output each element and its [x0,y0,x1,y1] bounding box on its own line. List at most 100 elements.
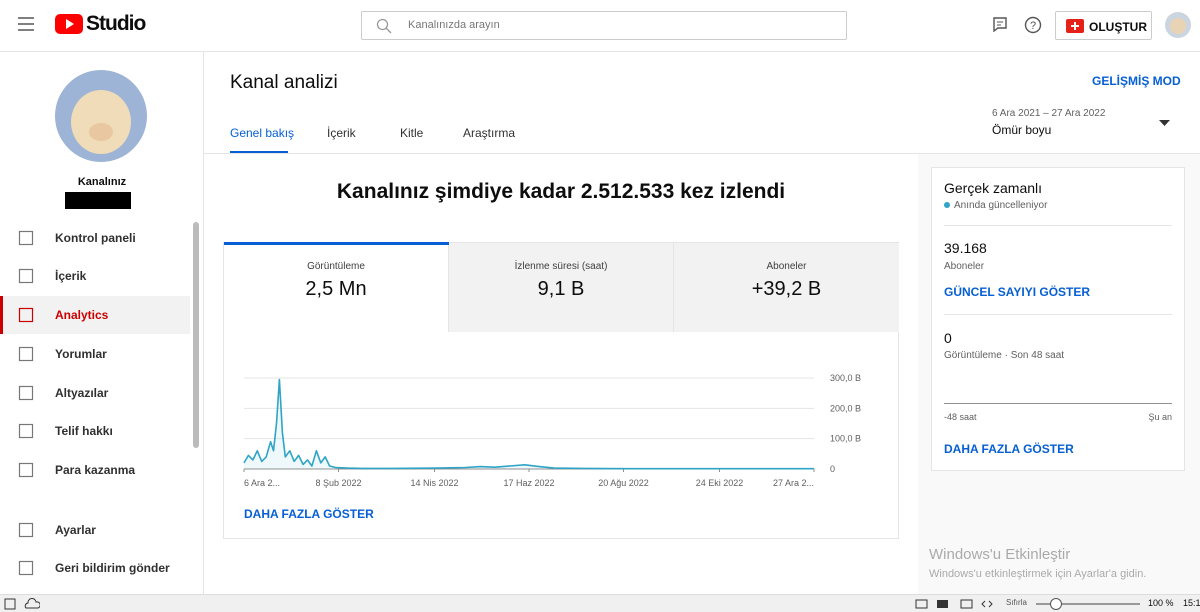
tab-indicator [230,151,288,154]
more-link[interactable]: DAHA FAZLA GÖSTER [244,507,374,521]
create-button[interactable]: OLUŞTUR [1055,11,1152,40]
nav-icon [18,268,34,284]
zoom-slider[interactable] [1036,603,1140,605]
x-tick-label: 14 Nis 2022 [410,478,458,488]
area [244,379,814,469]
metric-label: Aboneler [766,261,807,272]
x-tick-label: 27 Ara 2... [773,478,814,488]
axis-end: Şu an [1148,412,1172,422]
metric-value: 9,1 B [537,278,585,300]
live-count-link[interactable]: GÜNCEL SAYIYI GÖSTER [944,285,1091,299]
metric-tab[interactable]: Aboneler +39,2 B [674,243,899,332]
sidebar: Kanalınız Kontrol paneli İçerik Analytics Y… [0,52,204,594]
nav-label: Para kazanma [55,463,136,477]
realtime-title: Gerçek zamanlı [944,180,1043,196]
nav-label: Altyazılar [55,386,109,400]
axis-start: -48 saat [944,412,977,422]
realtime-status: Anında güncelleniyor [954,200,1048,211]
zoom-level: 100 % [1148,598,1174,608]
period[interactable]: Ömür boyu [992,123,1052,137]
view-label: Görüntüleme · Son 48 saat [944,350,1065,361]
nav-icon [18,346,34,362]
menu-icon[interactable] [18,17,34,31]
search-box[interactable]: Kanalınızda arayın [361,11,847,40]
y-tick-label: 100,0 B [830,434,861,444]
channel-avatar[interactable] [55,70,147,162]
realtime-more[interactable]: DAHA FAZLA GÖSTER [944,442,1074,456]
headline: Kanalınız şimdiye kadar 2.512.533 kez iz… [336,180,786,203]
nav-item[interactable]: Analytics [0,296,190,334]
messages-icon[interactable] [992,16,1008,32]
zoom-reset[interactable]: Sıfırla [1006,598,1027,607]
nav-item[interactable]: Yorumlar [0,335,190,373]
nav-icon [18,560,34,576]
tab[interactable]: İçerik [327,126,356,140]
nav-item[interactable]: Ayarlar [0,511,190,549]
help-icon[interactable]: ? [1024,16,1042,34]
realtime-card: Gerçek zamanlı Anında güncelleniyor 39.1… [931,167,1185,471]
nav-item[interactable]: İçerik [0,257,190,295]
y-tick-label: 0 [830,464,835,474]
selected-indicator [0,296,3,334]
nav-item[interactable]: Telif hakkı [0,412,190,450]
x-tick-label: 6 Ara 2... [244,478,280,488]
header: Studio Kanalınızda arayın ? OLUŞTUR [0,0,1200,52]
nav-label: Ayarlar [55,523,96,537]
metric-label: Görüntüleme [307,261,365,272]
nav-item[interactable]: Altyazılar [0,374,190,412]
page-title: Kanal analizi [230,72,338,93]
taskbar-icons[interactable] [4,598,40,610]
nav-label: Kontrol paneli [55,231,136,245]
x-tick-label: 17 Haz 2022 [503,478,554,488]
redacted-box [65,192,131,209]
tab[interactable]: Araştırma [463,126,516,140]
advanced-mode[interactable]: GELİŞMİŞ MOD [1092,74,1181,88]
scrollbar[interactable] [193,222,199,448]
nav-label: Geri bildirim gönder [55,561,170,575]
nav-label: Analytics [55,308,109,322]
nav-item[interactable]: Para kazanma [0,451,190,489]
tab[interactable]: Genel bakış [230,126,295,140]
metric-label: İzlenme süresi (saat) [514,261,608,272]
dropdown-icon[interactable] [1159,120,1170,126]
tray-icons[interactable] [915,598,995,610]
divider [944,225,1172,226]
search-placeholder: Kanalınızda arayın [408,19,500,31]
selected-metric-bar [224,242,449,245]
account-avatar[interactable] [1165,12,1191,38]
nav-item[interactable]: Kontrol paneli [0,219,190,257]
create-icon [1066,19,1084,33]
x-tick-label: 8 Şub 2022 [315,478,361,488]
metric-tab[interactable]: Görüntüleme 2,5 Mn [224,243,449,332]
line-chart: 0 100,0 B 200,0 B 300,0 B 6 Ara 2... 8 Şub 20… [243,373,861,488]
x-tick-label: 20 Ağu 2022 [598,478,649,488]
view-count: 0 [944,330,952,346]
subscriber-label: Aboneler [944,261,985,272]
zoom-thumb[interactable] [1050,598,1062,610]
tab[interactable]: Kitle [400,126,424,140]
metric-value: 2,5 Mn [305,278,367,300]
logo[interactable]: Studio [86,12,146,35]
y-tick-label: 200,0 B [830,403,861,413]
channel-name: Kanalınız [77,176,127,188]
youtube-logo-icon[interactable] [55,14,83,34]
watermark-title: Windows'u Etkinleştir [929,546,1071,563]
subscriber-count: 39.168 [944,240,987,256]
y-tick-label: 300,0 B [830,373,861,383]
search-icon [376,18,392,34]
live-dot [944,202,950,208]
taskbar: Sıfırla 100 % 15:1 [0,594,1200,612]
nav-icon [18,230,34,246]
nav-label: Yorumlar [55,347,107,361]
divider [944,314,1172,315]
metric-tab[interactable]: İzlenme süresi (saat) 9,1 B [449,243,674,332]
metric-value: +39,2 B [751,278,822,300]
create-label: OLUŞTUR [1089,20,1147,34]
svg-text:?: ? [1030,20,1036,32]
nav-icon [18,423,34,439]
nav-item[interactable]: Geri bildirim gönder [0,549,190,587]
clock: 15:1 [1183,598,1200,608]
x-tick-label: 24 Eki 2022 [696,478,744,488]
divider [204,153,1200,154]
